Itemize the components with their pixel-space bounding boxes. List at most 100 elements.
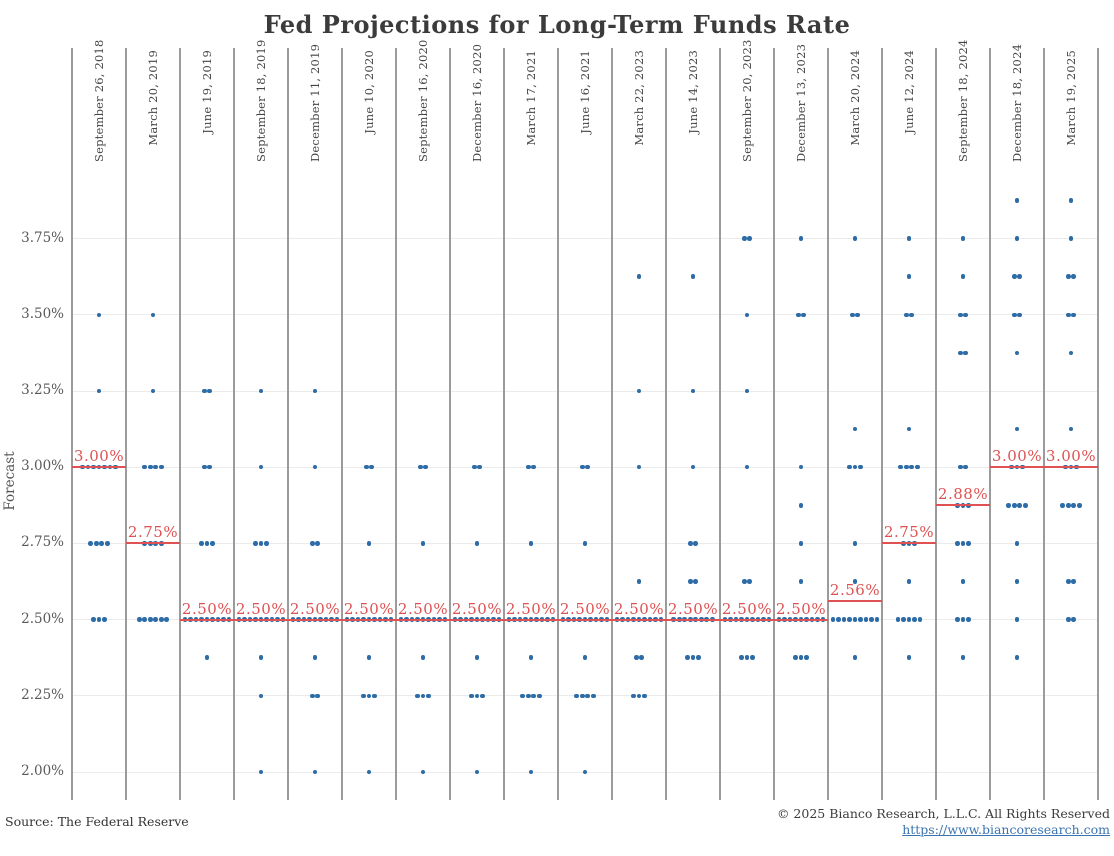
projection-dot [690,274,696,279]
projection-dot [1065,503,1071,508]
projection-dot [744,312,750,318]
median-label: 2.50% [721,599,773,618]
projection-dot [164,617,170,622]
projection-dot [158,464,164,470]
median-line [774,618,828,621]
projection-dot [909,312,915,318]
projection-dot [963,350,969,356]
projection-dot [520,693,526,699]
date-label: September 26, 2018 [92,39,106,162]
biancoresearch-link[interactable]: https://www.biancoresearch.com [902,821,1110,837]
projection-dot [960,617,966,622]
projection-dot [914,464,920,470]
projection-dot [901,617,906,622]
projection-dot [750,655,755,660]
projection-dot [1022,503,1028,508]
median-label: 2.50% [775,599,827,618]
projection-dot [1014,579,1020,584]
projection-dot [1076,503,1082,508]
projection-dot [474,769,480,775]
date-label: March 20, 2019 [146,50,160,146]
projection-dot [366,769,372,775]
projection-dot [852,426,858,432]
projection-dot [477,464,483,470]
projection-dot [531,464,537,470]
projection-dot [99,541,105,546]
projection-dot [312,769,318,775]
column-divider [665,48,667,800]
median-label: 3.00% [73,447,125,466]
projection-dot [315,693,321,699]
column-divider [989,48,991,800]
projection-dot [369,464,375,470]
projection-dot [852,236,858,241]
projection-dot [804,655,809,660]
date-label: December 16, 2020 [470,43,484,162]
median-line [1044,466,1098,469]
projection-dot [852,464,858,470]
projection-dot [636,579,642,584]
projection-dot [1014,617,1020,622]
projection-dot [847,617,852,622]
median-line [720,618,774,621]
copyright-block: © 2025 Bianco Research, L.L.C. All Right… [777,806,1110,837]
projection-dot [142,464,148,470]
y-tick-label: 2.25% [21,686,64,703]
projection-dot [480,693,485,699]
projection-dot [150,312,156,318]
y-tick-label: 2.50% [21,610,64,627]
projection-dot [204,655,210,660]
date-label: March 17, 2021 [524,50,538,146]
projection-dot [258,655,264,660]
projection-dot [852,541,858,546]
projection-dot [906,426,912,432]
projection-dot [798,236,804,241]
column-divider [287,48,289,800]
projection-dot [93,541,99,546]
date-label: September 18, 2019 [254,39,268,162]
median-line [612,618,666,621]
projection-dot [207,388,213,394]
projection-dot [852,579,858,584]
column-divider [341,48,343,800]
projection-dot [1071,503,1077,508]
median-label: 2.50% [667,599,719,618]
projection-dot [858,464,863,470]
projection-dot [1014,350,1020,356]
column-divider [233,48,235,800]
projection-dot [960,541,966,546]
projection-dot [909,464,915,470]
projection-dot [744,388,750,394]
projection-dot [258,693,264,699]
grid-line [72,466,1098,468]
projection-dot [741,236,747,241]
median-line [450,618,504,621]
projection-dot [847,464,852,470]
projection-dot [309,693,315,699]
projection-dot [312,464,318,470]
projection-dot [869,617,874,622]
projection-dot [690,464,696,470]
median-label: 2.50% [235,599,287,618]
copyright-text: © 2025 Bianco Research, L.L.C. All Right… [776,806,1110,821]
projection-dot [258,541,264,546]
projection-dot [147,617,153,622]
projection-dot [210,541,215,546]
projection-dot [830,617,836,622]
projection-dot [420,655,426,660]
projection-dot [474,693,480,699]
projection-dot [96,388,102,394]
median-line [342,618,396,621]
projection-dot [258,464,264,470]
projection-dot [631,693,636,699]
y-axis-label: Forecast [2,451,18,511]
projection-dot [536,693,542,699]
projection-dot [417,464,423,470]
projection-dot [960,655,966,660]
projection-dot [693,579,699,584]
projection-dot [906,274,912,279]
projection-dot [693,541,699,546]
projection-dot [199,541,204,546]
projection-dot [1071,274,1077,279]
projection-dot [633,655,639,660]
